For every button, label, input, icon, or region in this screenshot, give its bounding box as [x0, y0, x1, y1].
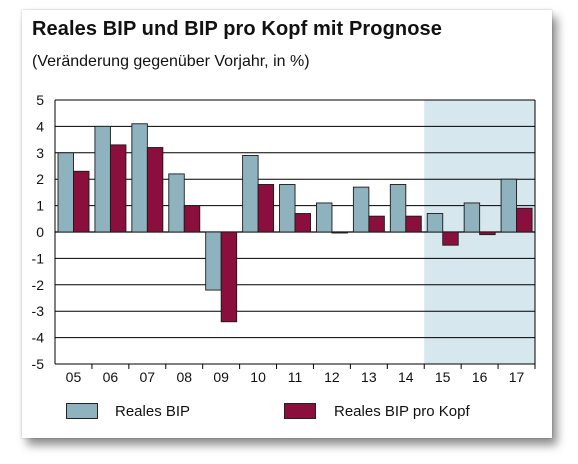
- bar-reales-bip: [242, 154, 259, 233]
- x-tick-label: 16: [472, 369, 488, 385]
- legend-swatch-reales-bip: [66, 403, 98, 419]
- bar-reales-bip: [500, 178, 518, 233]
- x-tick-label: 10: [250, 369, 266, 385]
- legend-label-reales-bip: Reales BIP: [115, 403, 191, 420]
- y-tick-label: -4: [32, 330, 45, 346]
- bar-reales-bip: [463, 202, 481, 233]
- y-tick-label: -5: [32, 356, 45, 372]
- bar-reales-bip: [426, 213, 444, 233]
- bar-bip-pro-kopf: [73, 170, 90, 233]
- bar-bip-pro-kopf: [331, 231, 348, 234]
- bar-reales-bip: [205, 231, 222, 291]
- bar-bip-pro-kopf: [109, 144, 127, 233]
- bar-reales-bip: [352, 186, 370, 233]
- y-tick-label: 5: [36, 92, 44, 108]
- x-tick-label: 07: [140, 369, 156, 385]
- x-tick-label: 11: [288, 369, 303, 385]
- bar-bip-pro-kopf: [146, 147, 164, 233]
- bar-bip-pro-kopf: [257, 184, 275, 233]
- bar-reales-bip: [316, 202, 333, 233]
- x-tick-label: 17: [509, 369, 525, 385]
- bar-bip-pro-kopf: [479, 231, 496, 236]
- bar-reales-bip: [279, 184, 296, 233]
- bar-bip-pro-kopf: [183, 205, 201, 233]
- x-tick-label: 15: [435, 369, 451, 385]
- x-tick-label: 05: [66, 369, 82, 385]
- x-tick-label: 08: [176, 369, 192, 385]
- bar-reales-bip: [131, 123, 148, 233]
- bar-reales-bip: [389, 184, 407, 233]
- bar-bip-pro-kopf: [294, 213, 311, 233]
- y-tick-label: -1: [32, 250, 45, 266]
- y-tick-label: 4: [36, 118, 44, 134]
- y-tick-label: 2: [36, 171, 44, 187]
- chart-subtitle: (Veränderung gegenüber Vorjahr, in %): [32, 53, 310, 70]
- bar-bip-pro-kopf: [442, 231, 459, 246]
- legend-swatch-bip-pro-kopf: [284, 403, 316, 419]
- y-tick-label: -3: [32, 303, 45, 319]
- y-tick-label: -2: [32, 277, 45, 293]
- y-tick-label: 3: [36, 145, 44, 161]
- x-tick-label: 09: [213, 369, 229, 385]
- chart-title: Reales BIP und BIP pro Kopf mit Prognose: [32, 18, 442, 40]
- bar-reales-bip: [168, 173, 185, 233]
- bar-bip-pro-kopf: [220, 231, 238, 323]
- legend-label-bip-pro-kopf: Reales BIP pro Kopf: [334, 403, 470, 420]
- bar-bip-pro-kopf: [368, 215, 385, 233]
- x-tick-label: 13: [361, 369, 377, 385]
- y-tick-label: 1: [36, 198, 44, 214]
- bar-bip-pro-kopf: [516, 207, 533, 233]
- x-tick-label: 06: [103, 369, 119, 385]
- x-tick-label: 12: [324, 369, 340, 385]
- x-tick-label: 14: [398, 369, 414, 385]
- bar-reales-bip: [94, 125, 111, 233]
- bar-bip-pro-kopf: [405, 215, 422, 233]
- y-tick-label: 0: [36, 224, 44, 240]
- bar-reales-bip: [57, 152, 74, 233]
